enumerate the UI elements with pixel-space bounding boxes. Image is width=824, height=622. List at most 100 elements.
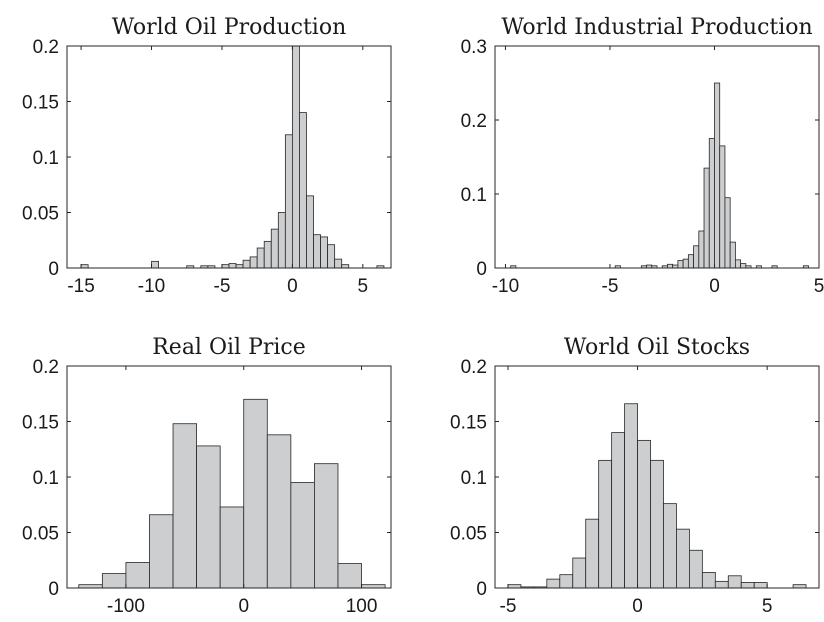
chart-title: World Oil Stocks <box>564 335 750 360</box>
chart-title: Real Oil Price <box>152 335 306 360</box>
histogram-bar <box>598 459 613 589</box>
x-tick-label: 100 <box>346 596 378 617</box>
y-tick-label: 0.1 <box>33 148 59 169</box>
histogram-bar <box>714 580 729 589</box>
chart-title: World Industrial Production <box>501 15 812 40</box>
histogram-bar <box>249 256 258 269</box>
histogram-bar <box>650 459 664 589</box>
y-tick-label: 0.05 <box>22 204 59 225</box>
histogram-bar <box>677 260 684 269</box>
histogram-bar <box>703 167 710 269</box>
histogram-bar <box>753 582 768 589</box>
x-tick-label: 5 <box>762 596 773 617</box>
histogram-bar <box>151 260 159 269</box>
histogram-bar <box>572 557 587 589</box>
histogram-bar <box>611 432 626 589</box>
y-tick-label: 0.1 <box>33 468 59 489</box>
histogram-bar <box>299 112 307 269</box>
y-tick-label: 0 <box>48 579 59 600</box>
histogram-bar <box>291 45 300 269</box>
panel-world-industrial-production: World Industrial Production -10 -5 0 5 0 0.1 0.… <box>461 15 824 297</box>
y-tick-label: 0.05 <box>22 524 59 545</box>
histogram-bar <box>337 563 362 589</box>
plot-frame <box>494 45 820 269</box>
y-tick-label: 0 <box>476 579 487 600</box>
histogram-bar <box>284 134 293 269</box>
plot-frame <box>66 45 392 269</box>
histogram-bar <box>243 398 268 589</box>
histogram-bar <box>729 241 736 269</box>
histogram-bar <box>101 573 127 589</box>
y-tick-label: 0 <box>476 259 487 280</box>
y-tick-label: 0.05 <box>450 524 487 545</box>
x-tick-label: 0 <box>709 276 720 297</box>
histogram-bar <box>663 503 677 589</box>
histogram-bar <box>306 195 314 269</box>
y-tick-label: 0.2 <box>33 357 59 378</box>
histogram-bar <box>676 528 690 589</box>
histogram-bar <box>682 258 689 269</box>
panel-world-oil-production: World Oil Production -15 -10 -5 0 5 0 0.05 0.1 0.… <box>22 15 392 297</box>
x-tick-label: 5 <box>814 276 824 297</box>
histogram-bar <box>125 562 150 589</box>
histogram-bar <box>290 482 315 589</box>
histogram-bar <box>320 236 329 269</box>
y-tick-label: 0.15 <box>22 413 59 434</box>
histogram-bar <box>228 263 237 269</box>
histogram-bar <box>727 575 742 589</box>
histogram-bar <box>314 463 339 589</box>
x-tick-label: -5 <box>500 596 517 617</box>
histogram-bar <box>172 423 197 589</box>
histogram-bar <box>266 434 292 589</box>
panel-world-oil-stocks: World Oil Stocks -5 0 5 0 0.05 0.1 0.15 0.2 <box>450 335 820 617</box>
x-tick-label: -10 <box>492 276 519 297</box>
histogram-bar <box>263 240 272 269</box>
histogram-bar <box>219 506 245 589</box>
histogram-bar <box>256 247 265 269</box>
chart-title: World Oil Production <box>112 15 347 40</box>
y-tick-label: 0.1 <box>461 185 487 206</box>
histogram-bar <box>624 403 638 589</box>
x-tick-label: -5 <box>602 276 619 297</box>
histogram-bar <box>740 263 747 269</box>
x-tick-label: 0 <box>632 596 643 617</box>
histogram-bar <box>708 138 715 269</box>
y-tick-label: 0.2 <box>33 37 59 58</box>
histogram-bar <box>270 228 279 269</box>
histogram-bar <box>734 259 742 269</box>
histogram-bar <box>724 197 731 269</box>
histogram-bar <box>698 230 705 269</box>
histogram-bar <box>313 234 321 269</box>
histogram-bar <box>719 145 726 269</box>
y-tick-label: 0.3 <box>461 37 487 58</box>
y-tick-label: 0.15 <box>22 93 59 114</box>
histogram-bar <box>714 82 721 269</box>
histogram-bar <box>277 212 286 269</box>
histogram-bar <box>693 245 700 269</box>
histogram-bar <box>740 582 755 589</box>
x-tick-label: -100 <box>107 596 145 617</box>
histogram-bar <box>701 572 716 589</box>
x-tick-label: 0 <box>287 276 298 297</box>
histogram-bar <box>559 574 574 589</box>
x-tick-label: 5 <box>358 276 369 297</box>
histogram-bar <box>585 518 600 589</box>
histogram-bar <box>149 514 174 589</box>
histogram-bar <box>687 254 694 269</box>
y-tick-label: 0.2 <box>461 357 487 378</box>
histogram-bar <box>327 244 336 269</box>
y-tick-label: 0.1 <box>461 468 487 489</box>
histogram-bar <box>637 439 651 589</box>
y-tick-label: 0.2 <box>461 111 487 132</box>
histogram-bar <box>689 549 703 589</box>
x-tick-label: -5 <box>214 276 231 297</box>
histogram-bar <box>242 259 251 269</box>
x-tick-label: 0 <box>238 596 249 617</box>
histogram-bar <box>667 263 674 269</box>
y-tick-label: 0.15 <box>450 413 487 434</box>
panel-real-oil-price: Real Oil Price -100 0 100 0 0.05 0.1 0.15 0.2 <box>22 335 392 617</box>
x-tick-label: -15 <box>67 276 94 297</box>
histogram-bar <box>196 445 221 589</box>
histogram-bar <box>546 578 561 589</box>
